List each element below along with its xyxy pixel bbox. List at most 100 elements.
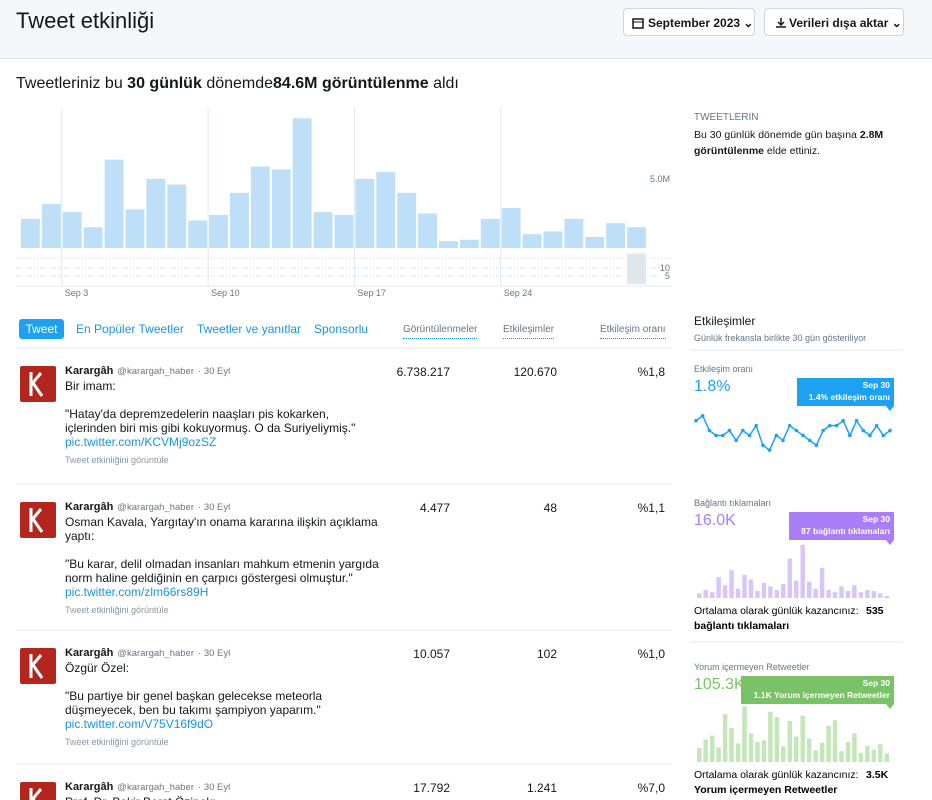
average-amount: 535 xyxy=(866,605,884,617)
column-header[interactable]: Etkileşim oranı xyxy=(600,324,666,339)
bar xyxy=(722,585,728,598)
bar xyxy=(845,741,851,762)
bar xyxy=(459,239,479,248)
tooltip-arrow xyxy=(886,540,894,545)
avatar-logo xyxy=(29,508,44,533)
point xyxy=(767,448,772,452)
download-icon xyxy=(776,18,786,28)
tweet-link[interactable]: pic.twitter.com/V75V16f9dO xyxy=(65,717,214,731)
point xyxy=(874,423,879,428)
average-text: Ortalama olarak günlük kazancınız: xyxy=(694,605,859,617)
bar xyxy=(188,220,208,248)
calendar-icon xyxy=(632,18,644,29)
bar xyxy=(832,720,838,762)
avatar xyxy=(20,366,56,402)
bar xyxy=(865,589,870,598)
bar xyxy=(774,717,780,762)
tweet-link[interactable]: pic.twitter.com/zlm66rs89H xyxy=(65,585,209,599)
column-header[interactable]: Etkileşimler xyxy=(503,324,555,339)
side-heading: TWEETLERIN xyxy=(694,112,759,123)
author-name[interactable]: Karargâh xyxy=(65,781,114,793)
point xyxy=(734,438,738,443)
x-tick-label: Sep 17 xyxy=(357,288,386,298)
tweet-activity-link[interactable]: Tweet etkinliğini görüntüle xyxy=(65,737,169,747)
bar xyxy=(819,742,825,762)
avatar xyxy=(20,648,56,684)
bar xyxy=(62,212,82,248)
bar xyxy=(125,209,145,248)
avatar xyxy=(20,502,56,538)
tooltip-text: 87 bağlantı tıklamaları xyxy=(801,526,890,536)
column-header[interactable]: Görüntülenmeler xyxy=(403,324,478,339)
x-tick-label: Sep 10 xyxy=(211,288,240,298)
bar xyxy=(735,588,741,598)
impressions: 6.738.217 xyxy=(396,365,450,379)
author-name[interactable]: Karargâh xyxy=(65,501,114,513)
y-tick-label: 5.0M xyxy=(650,174,670,184)
summary-period: 30 günlük xyxy=(127,75,202,92)
point xyxy=(848,433,852,438)
bar xyxy=(871,749,877,762)
point xyxy=(827,423,832,428)
tweet-activity-link[interactable]: Tweet etkinliğini görüntüle xyxy=(65,455,169,465)
bar xyxy=(768,711,773,762)
bar xyxy=(585,236,605,248)
bar xyxy=(729,570,734,598)
tab[interactable]: Sponsorlu xyxy=(314,322,369,336)
bar xyxy=(794,580,799,598)
tooltip-text: 1.4% etkileşim oranı xyxy=(809,392,890,402)
avatar-logo xyxy=(29,654,44,679)
author-name[interactable]: Karargâh xyxy=(65,647,114,659)
bar xyxy=(606,223,626,248)
bar xyxy=(627,227,646,248)
bar xyxy=(871,591,877,598)
bar xyxy=(334,214,354,248)
card-title: Yorum içermeyen Retweetler xyxy=(694,662,809,672)
tab[interactable]: Tweetler ve yanıtlar xyxy=(197,322,302,336)
tweet-text: Özgür Özel: xyxy=(65,661,130,675)
engagement-rate: %7,0 xyxy=(637,781,665,795)
tweet-text: "Hatay'da depremzedelerin naaşları pis k… xyxy=(65,407,330,421)
header: Tweet etkinliği September 2023 ⌄ Veriler… xyxy=(0,0,932,59)
engagements-title: Etkileşimler xyxy=(694,314,756,328)
tab[interactable]: En Popüler Tweetler xyxy=(76,322,184,336)
amount: 2.8M xyxy=(859,129,884,141)
point xyxy=(794,428,799,433)
tweet-link[interactable]: pic.twitter.com/KCVMj9ozSZ xyxy=(65,435,217,449)
bar xyxy=(729,727,734,762)
tweet-date: · 30 Eyl xyxy=(198,366,231,377)
bar xyxy=(501,207,521,248)
bar xyxy=(787,721,792,762)
average-text: Ortalama olarak günlük kazancınız: xyxy=(694,769,859,781)
tab[interactable]: Tweet xyxy=(19,319,64,339)
bar xyxy=(355,179,375,248)
avatar-logo xyxy=(29,372,44,397)
tooltip-arrow xyxy=(886,406,894,411)
tweet-activity-link[interactable]: Tweet etkinliğini görüntüle xyxy=(65,605,169,615)
avatar-logo xyxy=(29,788,43,800)
date-button[interactable]: September 2023 ⌄ xyxy=(623,8,755,36)
point xyxy=(741,428,745,433)
bar xyxy=(839,586,844,598)
engagement-rate: %1,8 xyxy=(637,365,665,379)
bar xyxy=(709,735,715,762)
text: elde ettiniz. xyxy=(766,145,821,157)
export-button[interactable]: Verileri dışa aktar ⌄ xyxy=(764,8,904,36)
tooltip-text: 1.1K Yorum içermeyen Retweetler xyxy=(754,690,891,700)
author-name[interactable]: Karargâh xyxy=(65,365,114,377)
text: Bu 30 günlük dönemde gün başına xyxy=(694,129,857,141)
bar xyxy=(230,192,249,248)
bar xyxy=(832,592,838,598)
bar xyxy=(271,169,291,248)
bar xyxy=(761,740,767,762)
tweet-text: içlerinden biri mis gibi kokuyormuş. O d… xyxy=(65,421,356,435)
bar xyxy=(781,584,786,598)
point xyxy=(774,433,779,438)
tooltip xyxy=(789,512,894,540)
point xyxy=(801,433,805,438)
tweet-date: · 30 Eyl xyxy=(198,648,231,659)
bar xyxy=(21,219,40,248)
bar xyxy=(104,159,124,248)
